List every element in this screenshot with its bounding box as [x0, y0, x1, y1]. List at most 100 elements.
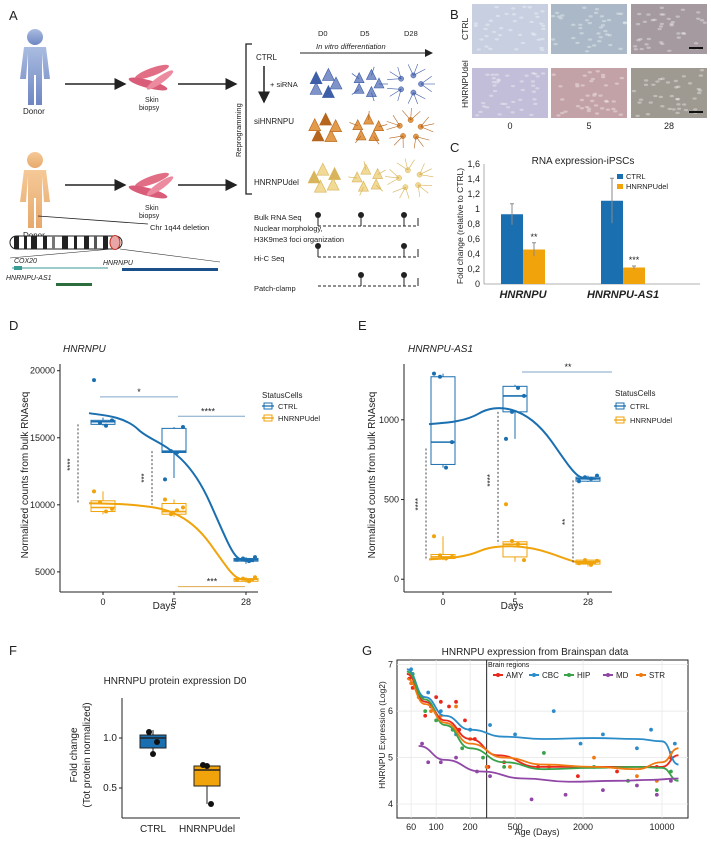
neurite [359, 187, 364, 196]
cell-speck [616, 12, 621, 15]
cell-speck [550, 38, 556, 41]
cell-speck [660, 104, 665, 108]
neurite [348, 176, 358, 179]
smooth-curve [418, 745, 679, 783]
deletion-pointer [37, 215, 149, 225]
neurite [420, 126, 434, 133]
cell-speck [532, 33, 537, 36]
cell-speck [556, 114, 561, 117]
neurite [407, 159, 415, 171]
cell-speck [653, 94, 658, 98]
legend-label: STR [649, 671, 665, 680]
neurite [387, 88, 402, 90]
cell-speck [666, 17, 671, 21]
neurite [415, 136, 430, 141]
cell-speck [669, 22, 674, 26]
data-point [438, 709, 443, 714]
xtick-label: 28 [583, 597, 593, 607]
cell-speck [571, 23, 576, 27]
cell-speck [676, 32, 681, 35]
data-point [529, 797, 534, 802]
c-xtick-label: HNRNPU-AS1 [587, 289, 659, 301]
data-point [488, 723, 492, 727]
data-point [516, 542, 520, 547]
data-point [447, 704, 451, 709]
assay-bulk-rnaseq: Bulk RNA Seq [254, 213, 302, 222]
cell-speck [560, 98, 565, 101]
cell-speck [680, 8, 686, 11]
cell-speck [618, 47, 623, 51]
cell-speck [554, 11, 560, 15]
cell-body [357, 180, 369, 192]
neurite [417, 185, 421, 198]
panel-e-boxplot: HNRNPU-AS1 Normalized counts from bulk R… [367, 344, 672, 612]
panel-g-scatter: HNRNPU expression from Brainspan data HN… [377, 647, 689, 837]
cell-speck [659, 6, 665, 10]
cell-speck [681, 75, 687, 78]
row-label-ctrl: CTRL [460, 18, 470, 40]
cell-speck [589, 79, 594, 83]
neurite [419, 174, 434, 178]
cell-speck [560, 14, 565, 17]
cell-speck [639, 47, 644, 51]
cell-speck [618, 12, 624, 16]
timepoint-pin-head [401, 212, 407, 218]
data-point [438, 760, 443, 765]
gene-label-hnrnpu-as1: HNRNPU-AS1 [6, 275, 52, 282]
cell-speck [635, 22, 641, 26]
cell-body [365, 85, 377, 97]
sig-label: * [137, 387, 141, 397]
chart-g-xlabel: Age (Days) [514, 827, 559, 837]
cell-speck [660, 77, 665, 80]
cell-speck [697, 89, 703, 92]
gene-label-hnrnpu: HNRNPU [103, 260, 134, 267]
chart-d-ylabel: Normalized counts from bulk RNAseq [20, 392, 31, 559]
sihnrnpu-label: siHNRNPU [254, 117, 294, 126]
cell-body [326, 177, 340, 191]
xtick-label: HNRNPUdel [179, 824, 235, 835]
cell-cluster [308, 112, 343, 142]
cell-speck [674, 86, 679, 89]
cell-speck [578, 23, 583, 26]
cell-speck [594, 7, 600, 11]
cell-speck [530, 72, 536, 75]
c-bar [601, 200, 623, 284]
cell-speck [508, 28, 513, 32]
cell-speck [519, 80, 524, 83]
data-point [423, 713, 428, 718]
cell-speck [522, 5, 527, 8]
data-point [601, 788, 605, 793]
cell-speck [675, 97, 680, 101]
data-point [504, 436, 508, 441]
neurite [389, 71, 402, 79]
cell-speck [637, 101, 642, 104]
data-point [654, 792, 659, 797]
cell-speck [598, 36, 603, 39]
cell-body [313, 179, 327, 193]
cell-speck [646, 46, 651, 49]
data-point [460, 746, 465, 751]
assay-h3k9me3: H3K9me3 foci organization [254, 235, 344, 244]
neurite [399, 187, 406, 199]
cell-speck [675, 15, 680, 18]
cell-speck [533, 102, 538, 106]
day-label-d0: D0 [318, 29, 328, 38]
neurite [418, 184, 433, 186]
xtick-label: 0 [100, 597, 105, 607]
cell-speck [551, 73, 556, 76]
cell-speck [553, 42, 558, 46]
cell-speck [659, 22, 665, 26]
chart-f-title: HNRNPU protein expression D0 [104, 676, 247, 687]
legend-dot [606, 673, 610, 677]
cell-speck [657, 77, 663, 81]
cell-speck [510, 7, 516, 10]
cell-speck [669, 24, 674, 27]
legend-dot [532, 673, 536, 677]
differentiating-cells [307, 63, 435, 199]
cell-speck [604, 33, 610, 36]
xtick-label: 200 [463, 822, 478, 832]
cell-speck [560, 111, 565, 115]
data-point [163, 477, 167, 482]
c-ytick-label: 1,6 [467, 159, 480, 169]
